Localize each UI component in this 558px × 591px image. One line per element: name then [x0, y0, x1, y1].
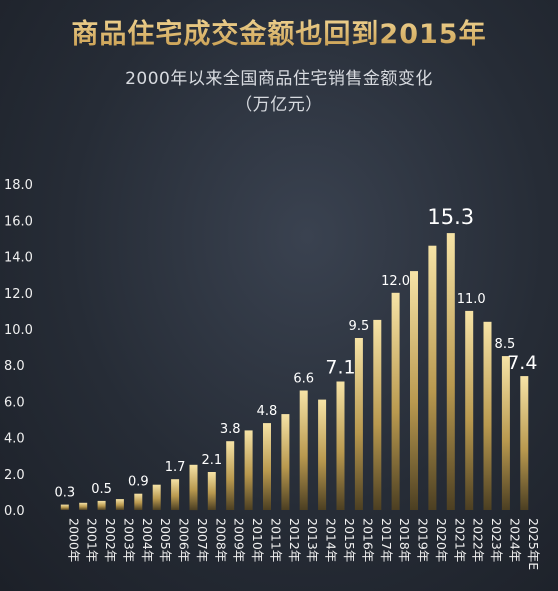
bar-2016年: [354, 338, 363, 510]
y-tick-label: 12.0: [4, 287, 33, 302]
x-tick-label: 2005年: [158, 518, 173, 562]
x-tick-label: 2006年: [177, 518, 192, 562]
x-tick-label: 2004年: [140, 518, 155, 562]
x-tick-label: 2021年: [452, 518, 467, 562]
y-tick-label: 14.0: [4, 251, 33, 266]
bar-2004年: [134, 493, 143, 510]
x-tick-label: 2025年E: [526, 518, 541, 570]
x-tick-label: 2015年: [342, 518, 357, 562]
y-tick-label: 6.0: [4, 395, 25, 410]
data-label-2008年: 2.1: [201, 453, 222, 468]
bar-2003年: [115, 499, 124, 510]
bar-2012年: [281, 414, 290, 510]
x-tick-label: 2002年: [103, 518, 118, 562]
x-tick-label: 2007年: [195, 518, 210, 562]
x-tick-label: 2011年: [269, 518, 284, 562]
x-tick-label: 2003年: [121, 518, 136, 562]
bar-2013年: [299, 390, 308, 510]
data-label-2009年: 3.8: [220, 422, 241, 437]
x-tick-label: 2000年: [66, 518, 81, 562]
x-tick-label: 2019年: [416, 518, 431, 562]
bar-2017年: [373, 319, 382, 510]
x-tick-label: 2022年: [471, 518, 486, 562]
x-tick-label: 2001年: [85, 518, 100, 562]
bar-2020年: [428, 245, 437, 510]
bar-2006年: [171, 479, 180, 510]
x-tick-label: 2018年: [397, 518, 412, 562]
bar-2019年: [410, 271, 418, 510]
bar-2021年: [446, 233, 455, 510]
x-tick-label: 2016年: [360, 518, 375, 562]
bar-2025年E: [520, 376, 529, 510]
y-tick-label: 4.0: [4, 432, 25, 447]
data-label-2025年E: 7.4: [507, 352, 537, 374]
data-label-2013年: 6.6: [293, 372, 314, 387]
bar-2023年: [483, 321, 492, 510]
data-label-2015年: 7.1: [325, 357, 355, 379]
y-tick-label: 18.0: [4, 178, 33, 193]
chart-subtitle: 2000年以来全国商品住宅销售金额变化: [125, 69, 433, 89]
data-label-2006年: 1.7: [165, 460, 186, 475]
data-label-2004年: 0.9: [128, 475, 149, 490]
chart-unit: （万亿元）: [235, 95, 323, 115]
bar-2024年: [501, 356, 510, 510]
x-tick-label: 2024年: [507, 518, 522, 562]
x-tick-label: 2023年: [489, 518, 504, 562]
data-label-2016年: 9.5: [349, 319, 370, 334]
x-tick-label: 2010年: [250, 518, 265, 562]
x-tick-label: 2020年: [434, 518, 449, 562]
y-tick-label: 10.0: [4, 323, 33, 338]
chart-title: 商品住宅成交金额也回到2015年: [0, 12, 558, 51]
bar-2007年: [189, 464, 198, 511]
data-label-2011年: 4.8: [257, 404, 278, 419]
bar-2000年: [60, 504, 69, 510]
y-tick-label: 0.0: [4, 504, 25, 519]
x-tick-label: 2009年: [232, 518, 247, 562]
data-label-2021年: 15.3: [427, 205, 474, 229]
x-tick-label: 2012年: [287, 518, 302, 562]
x-tick-label: 2017年: [379, 518, 394, 562]
data-label-2024年: 8.5: [495, 337, 516, 352]
bar-2022年: [465, 310, 474, 510]
bar-2002年: [97, 500, 106, 510]
x-tick-label: 2014年: [324, 518, 339, 562]
bar-2001年: [79, 502, 88, 510]
y-tick-label: 8.0: [4, 359, 25, 374]
y-tick-label: 2.0: [4, 468, 25, 483]
data-label-2002年: 0.5: [91, 482, 112, 497]
x-tick-label: 2013年: [305, 518, 320, 562]
bar-2009年: [226, 441, 235, 510]
data-label-2022年: 11.0: [457, 292, 486, 307]
y-tick-label: 16.0: [4, 214, 33, 229]
bar-2008年: [207, 472, 216, 510]
data-label-2000年: 0.3: [54, 486, 75, 501]
bar-2015年: [336, 381, 345, 510]
x-tick-label: 2008年: [213, 518, 228, 562]
bar-2018年: [391, 292, 400, 510]
bar-2005年: [152, 484, 161, 510]
bar-2014年: [318, 399, 327, 510]
bar-2011年: [263, 423, 271, 510]
bar-2010年: [244, 430, 253, 510]
data-label-2018年: 12.0: [381, 274, 410, 289]
